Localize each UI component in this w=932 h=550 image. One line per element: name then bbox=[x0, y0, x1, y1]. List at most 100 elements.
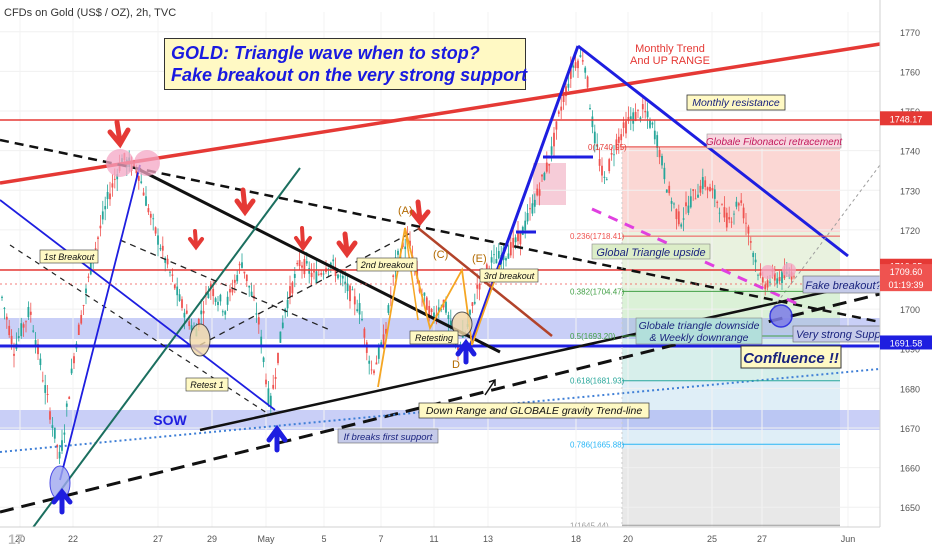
candle-body bbox=[536, 188, 539, 196]
candle-body bbox=[272, 384, 275, 389]
price-badge: 1691.58 bbox=[890, 338, 923, 348]
candle-body bbox=[567, 83, 570, 88]
candle-body bbox=[87, 276, 90, 278]
candle-body bbox=[759, 272, 762, 276]
candle-body bbox=[778, 276, 781, 282]
candle-body bbox=[632, 112, 635, 124]
dashed-fan bbox=[9, 244, 271, 416]
third-breakout-note: 3rd breakout bbox=[479, 268, 539, 283]
up-range-label: And UP RANGE bbox=[630, 55, 710, 67]
candle-body bbox=[385, 328, 387, 334]
candle-body bbox=[171, 274, 174, 276]
pink-circle-2 bbox=[134, 150, 160, 176]
y-tick-label: 1680 bbox=[900, 384, 920, 394]
candle-body bbox=[656, 135, 659, 148]
candle-body bbox=[269, 395, 272, 407]
monthly-trend-label: Monthly Trend bbox=[635, 43, 705, 55]
candle-body bbox=[543, 172, 546, 180]
candle-body bbox=[147, 208, 150, 213]
fib-label: 0.786(1665.88) bbox=[570, 440, 625, 449]
candle-body bbox=[555, 121, 558, 130]
candle-body bbox=[61, 440, 63, 451]
title-box: GOLD: Triangle wave when to stop? Fake b… bbox=[164, 38, 527, 90]
candle-body bbox=[63, 432, 66, 435]
candle-body bbox=[1, 296, 3, 298]
candle-body bbox=[725, 212, 728, 228]
y-tick-label: 1740 bbox=[900, 147, 920, 157]
candle-body bbox=[113, 178, 116, 180]
first-breakout-note: 1st Breakout bbox=[39, 249, 99, 264]
candle-body bbox=[178, 294, 181, 301]
candle-body bbox=[545, 162, 548, 172]
svg-text:Very strong Suppor: Very strong Suppor bbox=[796, 329, 892, 341]
x-tick-label: 18 bbox=[571, 534, 581, 544]
candle-body bbox=[529, 208, 531, 210]
candle-body bbox=[3, 307, 6, 309]
candle-body bbox=[397, 250, 399, 255]
candle-body bbox=[303, 259, 306, 275]
candle-body bbox=[634, 111, 637, 121]
candle-body bbox=[245, 274, 248, 282]
candle-body bbox=[377, 347, 380, 359]
candle-body bbox=[380, 342, 383, 346]
candle-body bbox=[641, 104, 644, 110]
candle-body bbox=[392, 275, 395, 278]
candle-body bbox=[44, 385, 47, 393]
svg-text:Retest 1: Retest 1 bbox=[190, 380, 224, 390]
candle-body bbox=[368, 360, 371, 364]
y-tick-label: 1730 bbox=[900, 186, 920, 196]
candle-body bbox=[53, 427, 56, 439]
candle-body bbox=[265, 379, 267, 385]
candle-body bbox=[267, 388, 270, 404]
y-tick-label: 1670 bbox=[900, 424, 920, 434]
x-tick-label: 27 bbox=[757, 534, 767, 544]
title-line-1: GOLD: Triangle wave when to stop? bbox=[171, 43, 480, 63]
candle-body bbox=[317, 273, 320, 275]
candle-body bbox=[224, 311, 227, 315]
arrows bbox=[51, 119, 496, 515]
candle-body bbox=[764, 284, 767, 290]
candle-body bbox=[627, 116, 630, 121]
fib-label: 0.5(1693.20) bbox=[570, 332, 616, 341]
candle-body bbox=[769, 281, 771, 283]
candle-body bbox=[752, 252, 755, 258]
red-down-arrow-6 bbox=[409, 199, 431, 227]
candle-body bbox=[166, 258, 169, 265]
candle-body bbox=[603, 176, 606, 178]
first-support-note: If breaks first support bbox=[337, 428, 439, 444]
x-tick-label: 13 bbox=[483, 534, 493, 544]
red-down-arrow-1 bbox=[107, 119, 131, 149]
candle-body bbox=[111, 183, 114, 188]
candle-body bbox=[509, 242, 512, 256]
sow-label: SOW bbox=[153, 412, 187, 428]
x-tick-labels: 20 22 27 29 May 5 7 11 13 18 20 25 27 Jun bbox=[15, 534, 855, 544]
wave-label-d: D bbox=[452, 359, 460, 371]
candle-body bbox=[145, 196, 147, 206]
svg-text:& Weekly downrange: & Weekly downrange bbox=[649, 332, 748, 344]
candle-body bbox=[262, 357, 265, 363]
candle-body bbox=[445, 301, 447, 313]
x-tick-label: Jun bbox=[841, 534, 856, 544]
x-tick-label: 29 bbox=[207, 534, 217, 544]
triangle-downside-note: Globale triangle downside & Weekly downr… bbox=[635, 317, 763, 345]
candle-body bbox=[761, 277, 764, 283]
candle-body bbox=[365, 342, 368, 353]
gravity-note: Down Range and GLOBALE gravity Trend-lin… bbox=[418, 402, 650, 419]
candle-body bbox=[212, 288, 215, 297]
blue-up-arrow-2 bbox=[266, 424, 288, 453]
candle-body bbox=[97, 237, 99, 240]
fib-label: 1(1645.44) bbox=[570, 521, 609, 530]
candle-body bbox=[142, 192, 145, 196]
candle-body bbox=[183, 312, 186, 318]
candle-body bbox=[135, 169, 138, 174]
candle-body bbox=[541, 174, 543, 177]
candle-body bbox=[749, 241, 752, 243]
candle-body bbox=[109, 193, 111, 200]
x-tick-label: 11 bbox=[429, 534, 438, 544]
candle-body bbox=[485, 264, 488, 269]
candle-body bbox=[89, 261, 92, 275]
price-badge-bg bbox=[880, 277, 932, 292]
